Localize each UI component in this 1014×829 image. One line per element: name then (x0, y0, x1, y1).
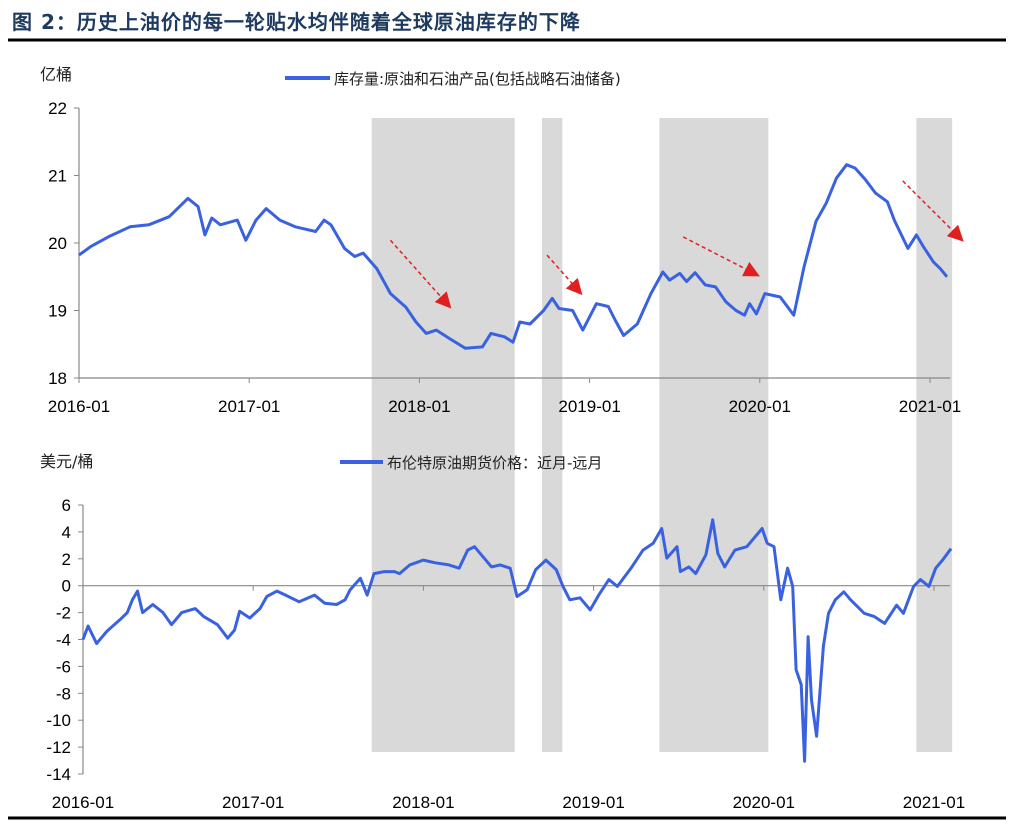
y-tick-label: 2 (62, 550, 71, 569)
y-tick-label: 22 (48, 99, 67, 118)
shaded-periods (371, 118, 953, 752)
trend-arrow (682, 236, 760, 277)
figure-title: 图 2：历史上油价的每一轮贴水均伴随着全球原油库存的下降 (12, 10, 581, 34)
y-tick-label: 0 (62, 577, 71, 596)
top-chart: 18 19 20 21 22 2016-01 2017-01 2018-01 2019-01 20… (48, 99, 964, 416)
shaded-period-1 (371, 118, 515, 752)
y-tick-label: 21 (48, 167, 67, 186)
y-tick-label: -14 (46, 765, 71, 784)
shaded-period-2 (541, 118, 563, 752)
y-tick-label: -2 (56, 604, 71, 623)
x-tick-label: 2017-01 (222, 793, 284, 812)
y-tick-label: 18 (48, 369, 67, 388)
bottom-chart: -14 -12 -10 -8 -6 -4 -2 0 2 4 6 2016-01 2017-01 2018-… (46, 496, 965, 812)
series-line (81, 518, 953, 763)
x-tick-label: 2018-01 (392, 793, 454, 812)
bottom-legend-label: 布伦特原油期货价格：近月-远月 (387, 454, 602, 472)
y-tick-label: 19 (48, 302, 67, 321)
bottom-y-unit: 美元/桶 (40, 452, 93, 471)
shaded-period-3 (659, 118, 769, 752)
y-tick-label: -12 (46, 738, 71, 757)
y-tick-label: 20 (48, 234, 67, 253)
y-tick-label: -6 (56, 657, 71, 676)
x-tick-label: 2021-01 (903, 793, 965, 812)
top-y-unit: 亿桶 (40, 65, 72, 84)
x-tick-label: 2016-01 (48, 397, 110, 416)
x-tick-label: 2018-01 (388, 397, 450, 416)
trend-arrow (389, 239, 452, 309)
y-tick-label: -8 (56, 684, 71, 703)
x-tick-label: 2021-01 (899, 397, 961, 416)
y-tick-label: 6 (62, 496, 71, 515)
y-tick-label: 4 (62, 523, 71, 542)
trend-arrow (902, 180, 964, 242)
x-tick-label: 2020-01 (733, 793, 795, 812)
top-legend-label: 库存量:原油和石油产品(包括战略石油储备) (334, 70, 621, 88)
shaded-period-4 (916, 118, 953, 752)
x-tick-label: 2016-01 (52, 793, 114, 812)
x-tick-label: 2017-01 (218, 397, 280, 416)
x-tick-label: 2019-01 (562, 793, 624, 812)
x-tick-label: 2019-01 (558, 397, 620, 416)
y-tick-label: -4 (56, 631, 71, 650)
y-tick-label: -10 (46, 711, 71, 730)
trend-arrow (546, 254, 583, 296)
x-tick-label: 2020-01 (729, 397, 791, 416)
